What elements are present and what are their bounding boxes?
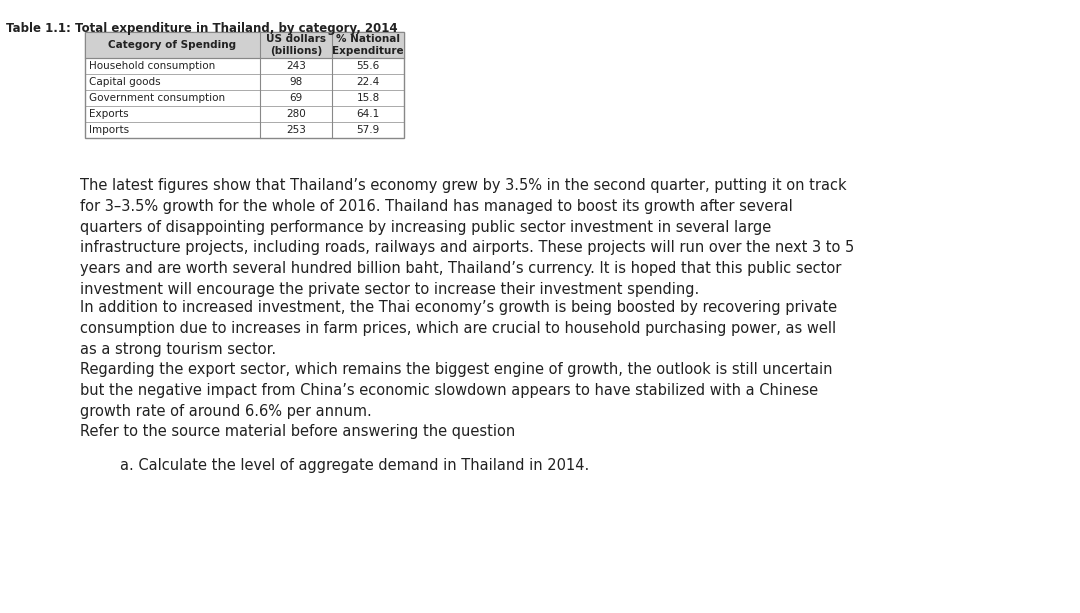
Text: 243: 243 xyxy=(286,61,306,71)
Text: 69: 69 xyxy=(289,93,302,103)
Text: % National
Expenditure: % National Expenditure xyxy=(333,34,404,56)
Text: Imports: Imports xyxy=(89,125,130,135)
Text: In addition to increased investment, the Thai economy’s growth is being boosted : In addition to increased investment, the… xyxy=(80,300,837,357)
Text: 64.1: 64.1 xyxy=(356,109,380,119)
Text: a. Calculate the level of aggregate demand in Thailand in 2014.: a. Calculate the level of aggregate dema… xyxy=(120,458,590,473)
Text: Refer to the source material before answering the question: Refer to the source material before answ… xyxy=(80,424,515,439)
Text: 280: 280 xyxy=(286,109,306,119)
Text: 22.4: 22.4 xyxy=(356,77,380,87)
Text: Capital goods: Capital goods xyxy=(89,77,161,87)
Text: Government consumption: Government consumption xyxy=(89,93,225,103)
Bar xyxy=(85,32,404,138)
Text: 253: 253 xyxy=(286,125,306,135)
Text: 55.6: 55.6 xyxy=(356,61,380,71)
Text: The latest figures show that Thailand’s economy grew by 3.5% in the second quart: The latest figures show that Thailand’s … xyxy=(80,178,854,297)
Text: Category of Spending: Category of Spending xyxy=(108,40,237,50)
Text: US dollars
(billions): US dollars (billions) xyxy=(266,34,326,56)
Text: Household consumption: Household consumption xyxy=(89,61,215,71)
Bar xyxy=(85,32,404,58)
Text: Regarding the export sector, which remains the biggest engine of growth, the out: Regarding the export sector, which remai… xyxy=(80,362,833,419)
Bar xyxy=(85,32,404,58)
Text: Table 1.1: Total expenditure in Thailand, by category, 2014: Table 1.1: Total expenditure in Thailand… xyxy=(6,22,397,35)
Text: Exports: Exports xyxy=(89,109,129,119)
Text: 98: 98 xyxy=(289,77,302,87)
Text: 15.8: 15.8 xyxy=(356,93,380,103)
Text: 57.9: 57.9 xyxy=(356,125,380,135)
